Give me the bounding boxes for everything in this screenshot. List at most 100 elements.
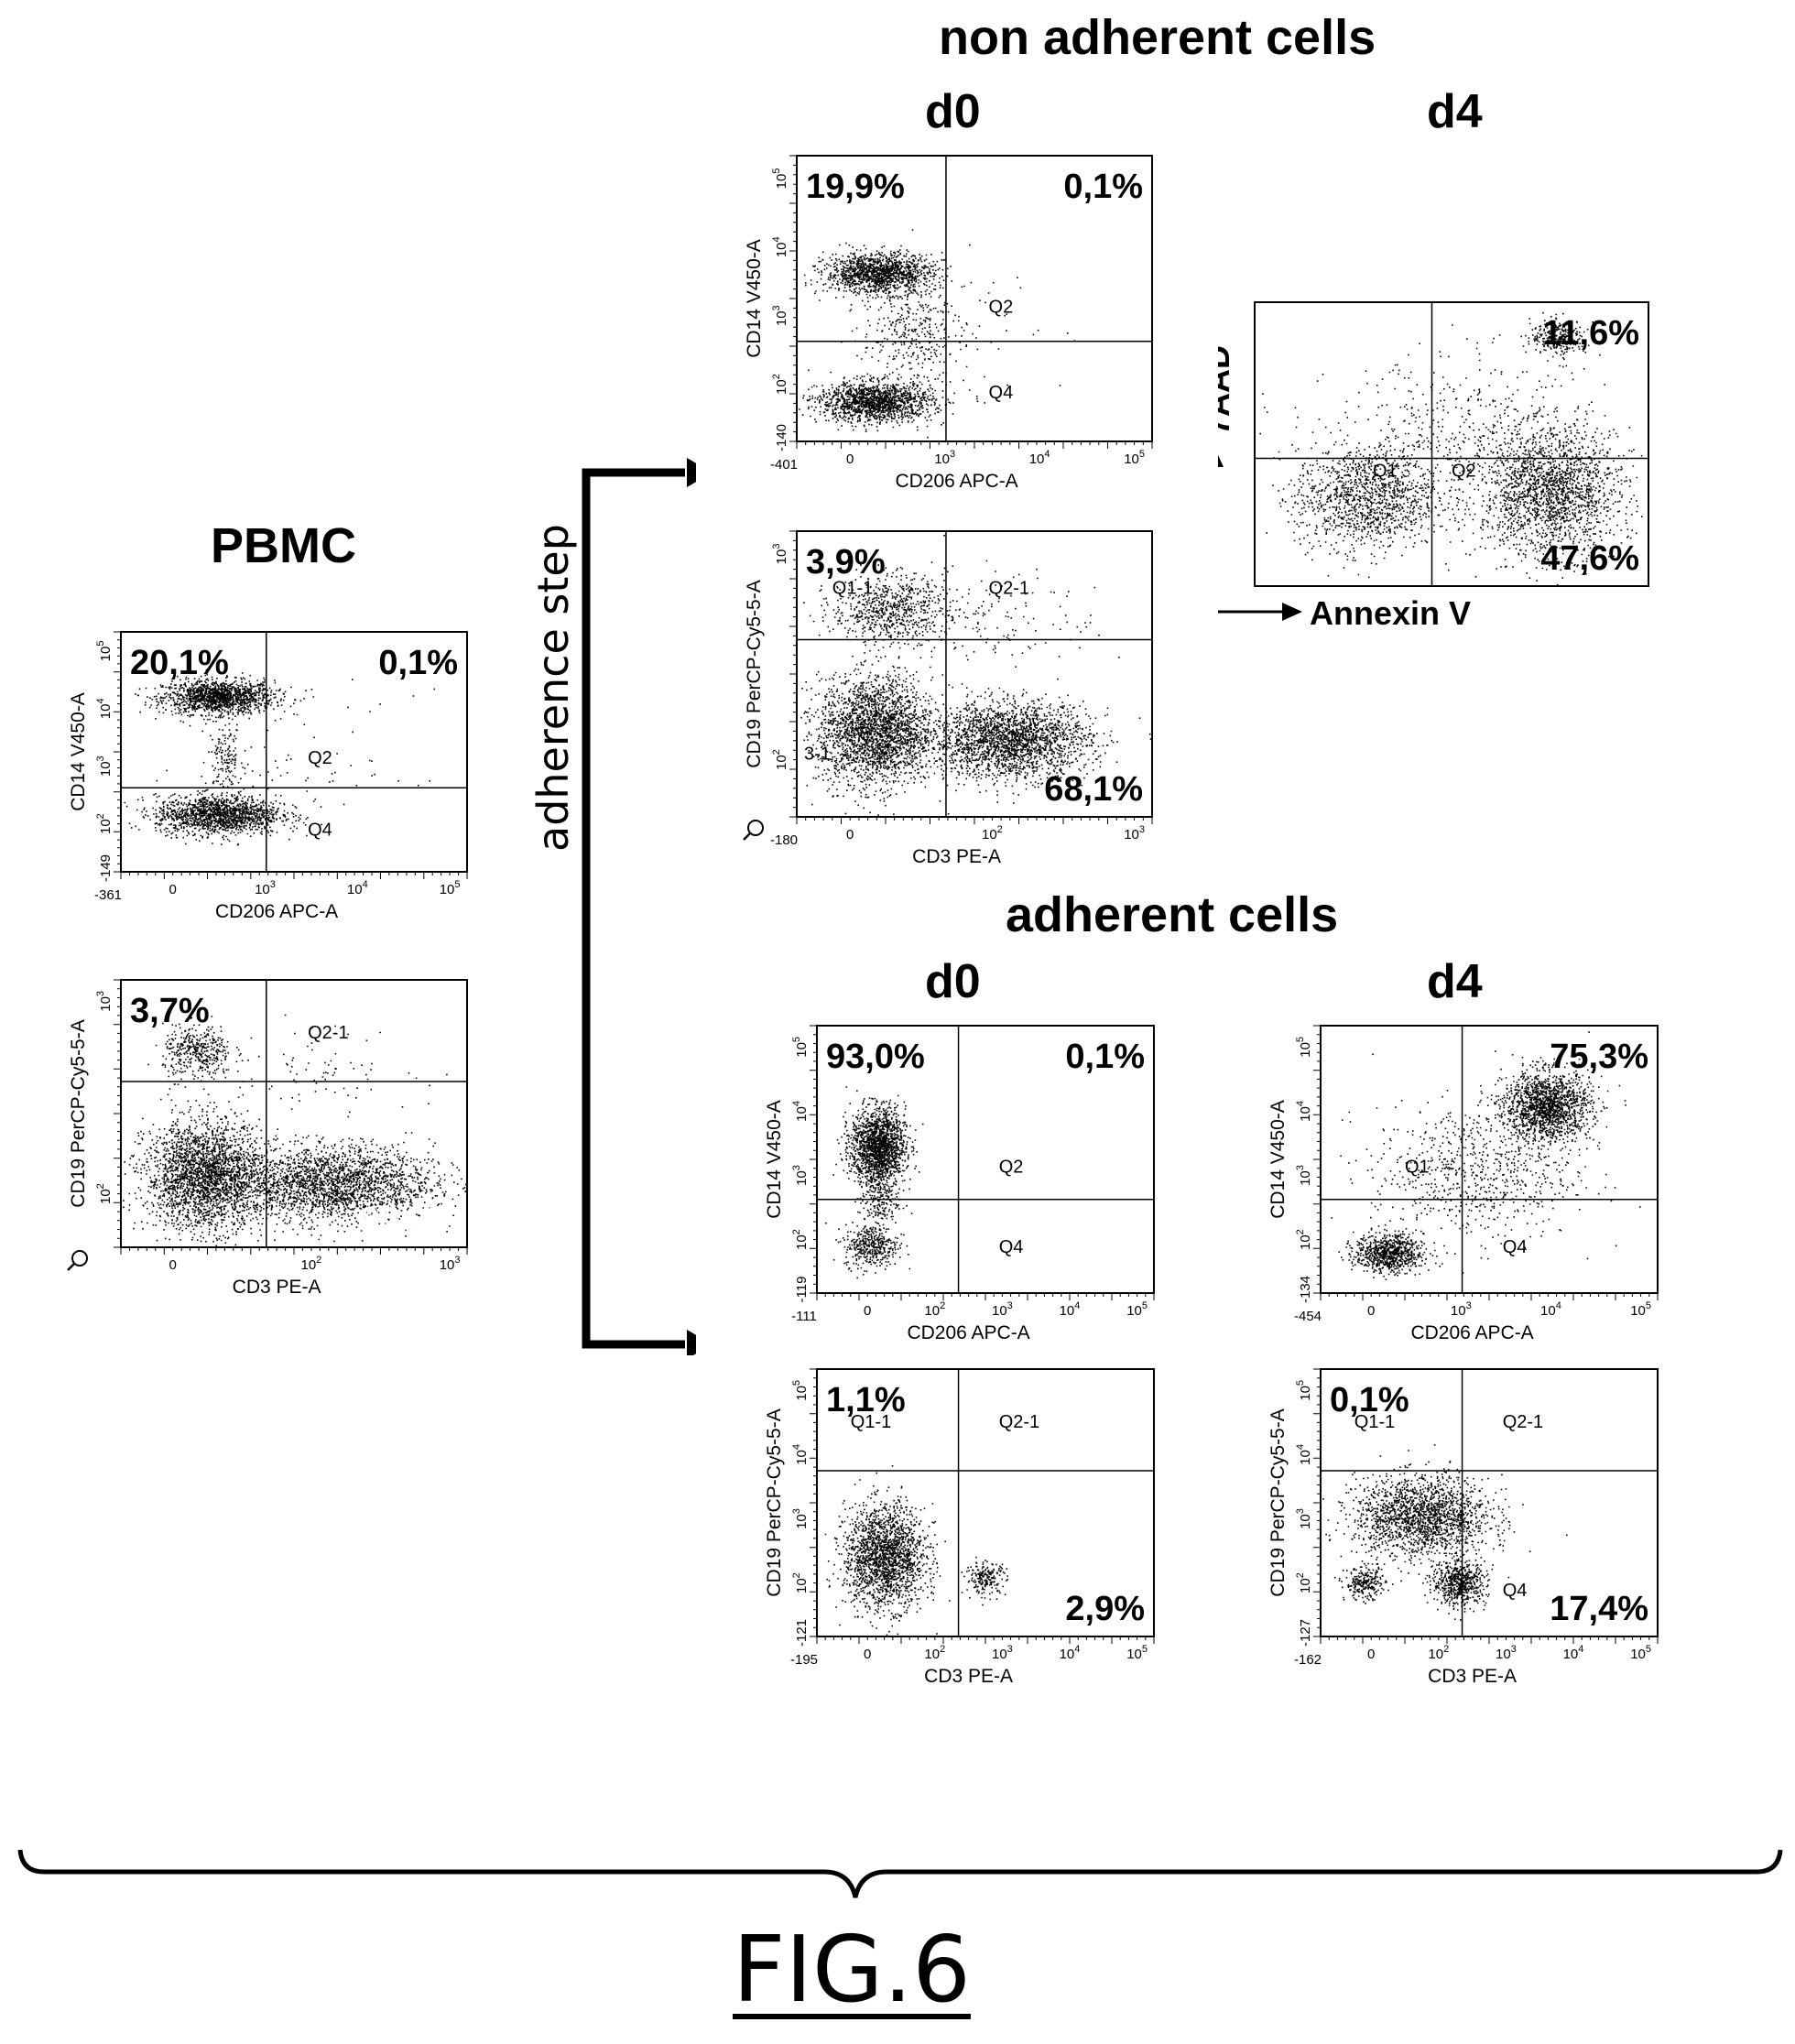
event-dot-cloud bbox=[800, 535, 1152, 816]
plot-adh-d0-cd14: Q2 Q4 93,0% 0,1% 0 102 103 104 105 102 103 104 105 -1… bbox=[764, 1025, 1155, 1343]
y-min-label: -149 bbox=[98, 854, 114, 882]
plot-frame bbox=[796, 155, 1153, 442]
x-min-label: -454 bbox=[1294, 1309, 1322, 1324]
event-dot-cloud bbox=[1331, 1031, 1641, 1280]
quadrant-label: Q2 bbox=[1452, 462, 1476, 482]
x-tick-label: 102 bbox=[924, 1644, 945, 1662]
y-tick-label: 102 bbox=[791, 1572, 810, 1593]
x-axis-label: CD3 PE-A bbox=[924, 1666, 1013, 1687]
event-dot-cloud bbox=[124, 669, 436, 846]
adherence-arrow bbox=[582, 458, 696, 1355]
quadrant-label: Q4 bbox=[999, 1237, 1024, 1257]
event-dots bbox=[824, 1465, 1008, 1636]
x-min-label: -195 bbox=[790, 1652, 818, 1668]
quadrant-percent-ul: 93,0% bbox=[826, 1038, 925, 1076]
x-min-label: -111 bbox=[791, 1309, 817, 1324]
event-dots bbox=[825, 1065, 924, 1279]
x-tick-label: 0 bbox=[169, 882, 177, 897]
x-axis-label: CD3 PE-A bbox=[233, 1277, 321, 1298]
quadrant-label: Q1-1 bbox=[851, 1412, 891, 1432]
y-tick-label: 105 bbox=[1295, 1037, 1313, 1058]
x-tick-label: 104 bbox=[347, 879, 368, 897]
y-arrowhead bbox=[1218, 454, 1224, 467]
x-tick-label: 0 bbox=[846, 827, 854, 843]
x-tick-label: 103 bbox=[992, 1300, 1013, 1319]
quadrant-percent-lr: 60,9% bbox=[359, 1201, 458, 1239]
y-tick-label: 102 bbox=[1295, 1229, 1313, 1250]
x-tick-label: 103 bbox=[1124, 824, 1145, 843]
y-tick-label: 103 bbox=[771, 305, 789, 326]
x-tick-label: 103 bbox=[1496, 1644, 1517, 1662]
quadrant-percent-ul: 3,7% bbox=[130, 992, 210, 1030]
event-dot-cloud bbox=[1322, 1444, 1568, 1621]
x-tick-label: 0 bbox=[1367, 1303, 1375, 1319]
x-tick-label: 104 bbox=[1563, 1644, 1584, 1662]
x-axis-label: Annexin V bbox=[1310, 594, 1471, 632]
quadrant-label: Q2 bbox=[308, 748, 332, 768]
x-tick-label: 105 bbox=[1126, 1300, 1148, 1319]
event-dots bbox=[124, 669, 436, 846]
y-axis-label: CD14 V450-A bbox=[68, 692, 89, 811]
quadrant-percent-lr: 17,4% bbox=[1550, 1590, 1648, 1628]
x-axis-label: CD206 APC-A bbox=[907, 1322, 1029, 1343]
axis-ticks bbox=[789, 155, 1153, 449]
header-adherent: adherent cells bbox=[1006, 887, 1339, 942]
plot-frame bbox=[816, 1368, 1155, 1637]
y-tick-label: 104 bbox=[95, 698, 114, 719]
x-tick-label: 105 bbox=[1630, 1644, 1651, 1662]
y-tick-label: 102 bbox=[95, 1183, 114, 1204]
y-tick-label: 103 bbox=[771, 544, 789, 565]
y-tick-label: 104 bbox=[791, 1101, 810, 1122]
x-tick-label: 0 bbox=[169, 1257, 177, 1273]
quadrant-percent-ur: 0,1% bbox=[1065, 1038, 1145, 1076]
y-min-label: -121 bbox=[794, 1619, 810, 1647]
y-axis-label: CD19 PerCP-Cy5-5-A bbox=[68, 1019, 89, 1207]
header-d0-top: d0 bbox=[925, 85, 981, 138]
x-tick-label: 104 bbox=[1029, 449, 1050, 467]
plot-pbmc-cd19: Q2-1 3,7% 60,9% 0 102 103 102 103 CD3 PE-A CD19 P… bbox=[67, 979, 468, 1298]
y-tick-label: 105 bbox=[791, 1380, 810, 1401]
x-tick-label: 105 bbox=[1630, 1300, 1651, 1319]
axis-arrows bbox=[1218, 610, 1282, 614]
event-dots bbox=[1322, 1444, 1568, 1621]
x-axis-label: CD206 APC-A bbox=[1410, 1322, 1533, 1343]
y-axis-label: CD19 PerCP-Cy5-5-A bbox=[1267, 1408, 1289, 1596]
x-tick-label: 105 bbox=[1124, 449, 1145, 467]
event-dot-cloud bbox=[825, 1065, 924, 1279]
event-dot-cloud bbox=[123, 1007, 467, 1247]
quadrant-label: Q2 bbox=[999, 1158, 1024, 1178]
x-tick-label: 0 bbox=[1367, 1647, 1375, 1662]
x-tick-label: 104 bbox=[1540, 1300, 1561, 1319]
x-min-label: -401 bbox=[770, 457, 798, 473]
x-tick-label: 104 bbox=[1060, 1300, 1081, 1319]
quadrant-percent-ur: 0,1% bbox=[378, 644, 458, 682]
y-tick-label: 104 bbox=[791, 1444, 810, 1465]
quadrant-percent-ul: 20,1% bbox=[130, 644, 229, 682]
y-tick-label: 104 bbox=[1295, 1444, 1313, 1465]
event-dots bbox=[800, 535, 1152, 816]
y-min-label: -140 bbox=[774, 424, 789, 451]
quadrant-label: 3-1 bbox=[804, 745, 831, 765]
x-tick-label: 103 bbox=[440, 1255, 461, 1273]
x-axis-label: CD3 PE-A bbox=[912, 846, 1001, 867]
magnifier-icon[interactable] bbox=[743, 820, 764, 841]
plot-pbmc-cd14: Q2 Q4 20,1% 0,1% 0 103 104 105 102 103 104 105 -361 -… bbox=[68, 631, 468, 922]
y-tick-label: 103 bbox=[1295, 1165, 1313, 1186]
header-non-adherent: non adherent cells bbox=[939, 10, 1376, 65]
quadrant-percent-ul: 1,1% bbox=[826, 1381, 906, 1419]
y-tick-label: 103 bbox=[1295, 1508, 1313, 1529]
y-tick-label: 102 bbox=[791, 1229, 810, 1250]
axis-ticks bbox=[810, 1368, 1155, 1644]
y-tick-label: 103 bbox=[95, 991, 114, 1012]
quadrant-label: Q2-1 bbox=[308, 1023, 348, 1043]
y-tick-label: 104 bbox=[1295, 1101, 1313, 1122]
quadrant-label: Q2-1 bbox=[999, 1412, 1039, 1432]
quadrant-label: Q1 bbox=[1373, 462, 1398, 482]
x-tick-label: 103 bbox=[934, 449, 955, 467]
magnifier-icon[interactable] bbox=[67, 1250, 88, 1271]
x-tick-label: 103 bbox=[992, 1644, 1013, 1662]
header-d4-top: d4 bbox=[1427, 85, 1483, 138]
y-axis-label: CD19 PerCP-Cy5-5-A bbox=[764, 1408, 785, 1596]
x-tick-label: 102 bbox=[982, 824, 1003, 843]
header-pbmc: PBMC bbox=[211, 518, 356, 573]
